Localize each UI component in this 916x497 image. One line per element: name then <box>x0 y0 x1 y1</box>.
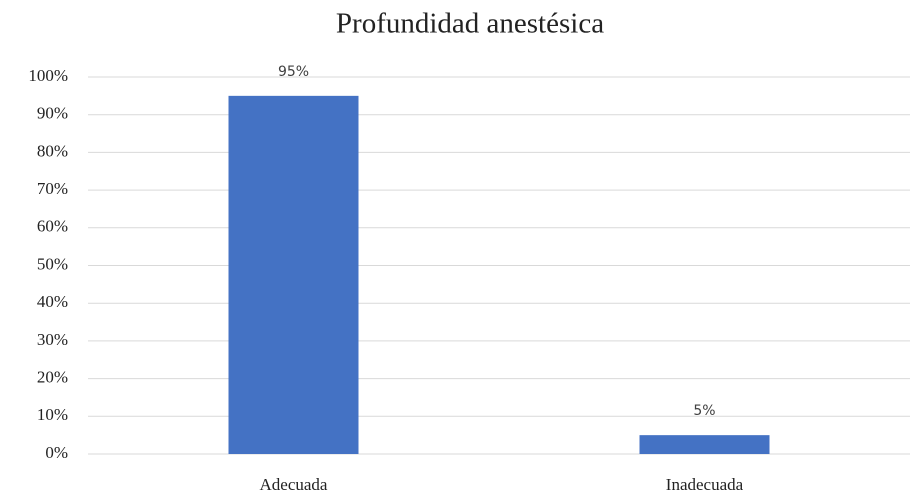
y-tick-label: 40% <box>37 292 68 311</box>
bar <box>639 435 770 454</box>
y-tick-label: 80% <box>37 141 68 160</box>
data-label: 95% <box>278 64 309 80</box>
data-label: 5% <box>693 403 715 419</box>
bar <box>228 95 359 454</box>
y-tick-label: 0% <box>45 443 68 462</box>
x-tick-label: Adecuada <box>260 475 328 494</box>
y-tick-label: 70% <box>37 179 68 198</box>
y-tick-label: 100% <box>28 66 68 85</box>
y-tick-label: 30% <box>37 330 68 349</box>
chart-title: Profundidad anestésica <box>336 8 604 40</box>
y-tick-label: 10% <box>37 405 68 424</box>
y-tick-label: 20% <box>37 368 68 387</box>
x-tick-label: Inadecuada <box>666 475 744 494</box>
y-tick-label: 90% <box>37 104 68 123</box>
y-tick-label: 50% <box>37 254 68 273</box>
y-tick-label: 60% <box>37 217 68 236</box>
